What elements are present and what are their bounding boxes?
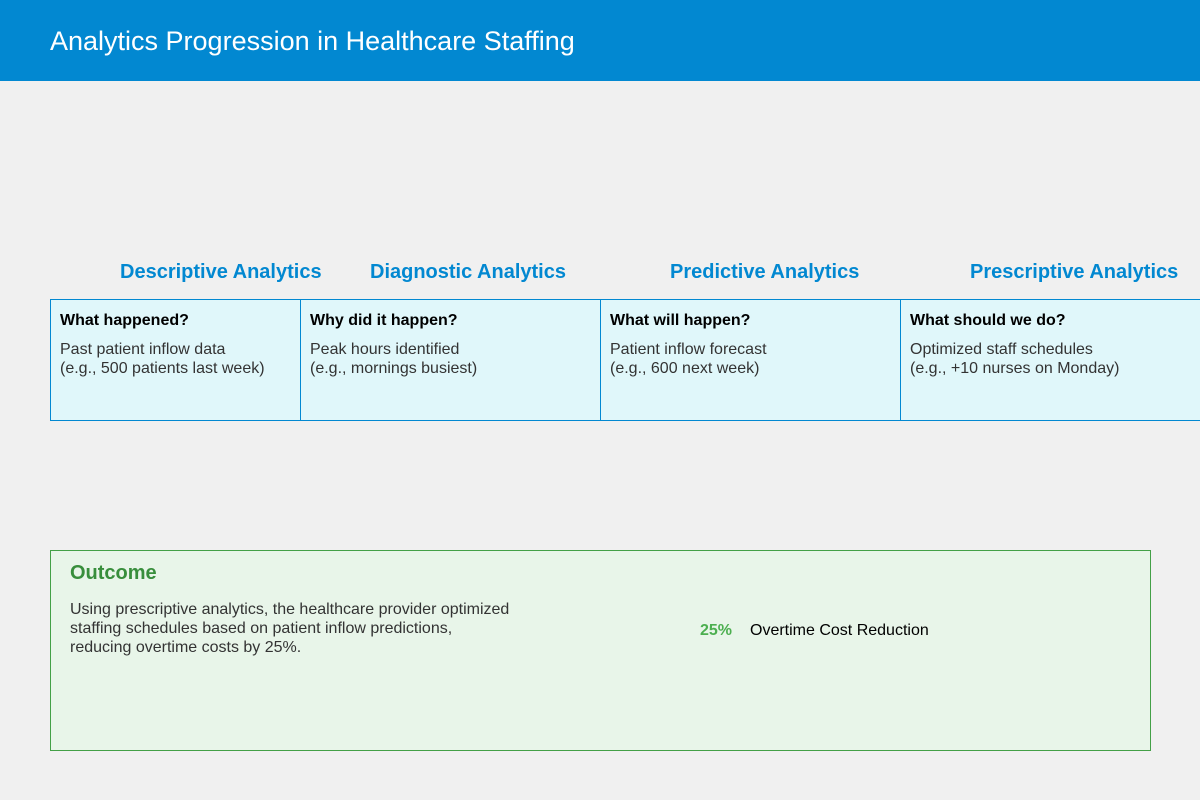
stage-description-example: (e.g., 500 patients last week) bbox=[60, 360, 265, 377]
outcome-title: Outcome bbox=[70, 562, 157, 584]
stage-box-descriptive: What happened? Past patient inflow data … bbox=[50, 299, 302, 421]
stage-description-example: (e.g., +10 nurses on Monday) bbox=[910, 360, 1120, 377]
page-title: Analytics Progression in Healthcare Staf… bbox=[50, 26, 575, 56]
stage-question: Why did it happen? bbox=[310, 312, 458, 329]
stage-box-diagnostic: Why did it happen? Peak hours identified… bbox=[300, 299, 602, 421]
stage-description: Peak hours identified (e.g., mornings bu… bbox=[310, 340, 477, 378]
outcome-panel: Outcome Using prescriptive analytics, th… bbox=[50, 550, 1151, 751]
stage-heading-prescriptive: Prescriptive Analytics bbox=[970, 261, 1179, 283]
stage-description-example: (e.g., mornings busiest) bbox=[310, 360, 478, 377]
outcome-description: Using prescriptive analytics, the health… bbox=[70, 600, 509, 657]
outcome-text-line: staffing schedules based on patient infl… bbox=[70, 620, 453, 637]
stage-question: What will happen? bbox=[610, 312, 751, 329]
stage-description: Patient inflow forecast (e.g., 600 next … bbox=[610, 340, 767, 378]
stage-description-line: Past patient inflow data bbox=[60, 341, 226, 358]
header-bar: Analytics Progression in Healthcare Staf… bbox=[0, 0, 1200, 81]
stage-description-example: (e.g., 600 next week) bbox=[610, 360, 760, 377]
stage-description-line: Peak hours identified bbox=[310, 341, 460, 358]
stage-description: Optimized staff schedules (e.g., +10 nur… bbox=[910, 340, 1119, 378]
stage-heading-diagnostic: Diagnostic Analytics bbox=[370, 261, 566, 283]
metric-label: Overtime Cost Reduction bbox=[750, 622, 929, 639]
stage-heading-descriptive: Descriptive Analytics bbox=[120, 261, 322, 283]
metric-value: 25% bbox=[700, 622, 733, 639]
stage-box-predictive: What will happen? Patient inflow forecas… bbox=[600, 299, 902, 421]
outcome-text-line: Using prescriptive analytics, the health… bbox=[70, 601, 510, 618]
stage-description-line: Optimized staff schedules bbox=[910, 341, 1093, 358]
stage-box-prescriptive: What should we do? Optimized staff sched… bbox=[900, 299, 1200, 421]
stage-question: What happened? bbox=[60, 312, 189, 329]
outcome-text-line: reducing overtime costs by 25%. bbox=[70, 639, 302, 656]
stage-question: What should we do? bbox=[910, 312, 1066, 329]
stage-description-line: Patient inflow forecast bbox=[610, 341, 767, 358]
stage-heading-predictive: Predictive Analytics bbox=[670, 261, 860, 283]
stage-description: Past patient inflow data (e.g., 500 pati… bbox=[60, 340, 265, 378]
